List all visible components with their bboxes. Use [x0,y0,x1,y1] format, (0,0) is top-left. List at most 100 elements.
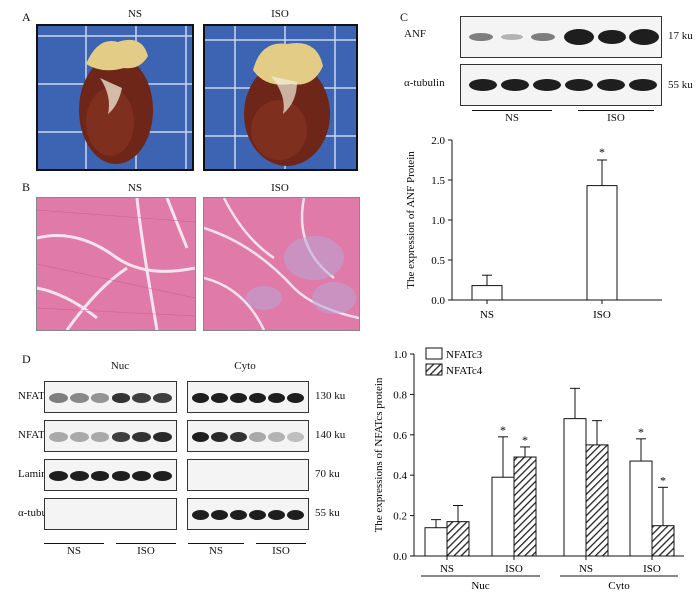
blot-band [287,432,304,442]
nfat-significance: * [660,473,666,487]
blot-band [211,510,228,520]
blot-d-cyto-1 [187,420,309,452]
blot-band [287,393,304,403]
blot-band [268,393,285,403]
nfat-group-label: Nuc [471,580,489,590]
blot-band [230,432,247,442]
nfat-bar-nfatc4 [446,521,470,557]
anf-y-tick-label: 0.0 [431,295,445,307]
blot-band [111,432,131,442]
blot-band [49,471,68,481]
blot-band [230,393,247,403]
blot-d-underline-2 [116,543,176,544]
blot-d-row-size-1: 140 ku [315,429,346,441]
blot-band [230,510,247,520]
blot-c-tubulin-name: α-tubulin [404,77,445,89]
blot-d-underline-4 [256,543,306,544]
blot-d-group-3: NS [208,545,224,557]
blot-band [49,432,68,442]
nfat-x-tick-label: ISO [643,563,661,575]
anf-y-label: The expression of ANF Protein [405,151,417,289]
panel-a-ns-label: NS [127,8,143,20]
blot-band [132,393,152,403]
blot-d-cyto-2 [187,459,309,491]
blot-band [249,393,266,403]
blot-band [69,471,89,481]
nfat-x-tick-label: NS [440,563,454,575]
nfat-bar-nfatc3 [424,527,448,557]
blot-d-underline-3 [188,543,244,544]
blot-band [49,393,68,403]
nfat-group-label: Cyto [608,580,630,590]
nfat-legend-swatch [425,363,443,376]
blot-d-nuc-0 [44,381,177,413]
blot-band [268,432,285,442]
blot-d-cyto-0 [187,381,309,413]
blot-d-nuc-3 [44,498,177,530]
blot-c-iso-label: ISO [607,112,625,124]
anf-x-tick-label: ISO [593,309,611,321]
nfat-legend-label: NFATc4 [446,365,483,377]
heart-photo-ns [36,24,194,171]
blot-band [249,432,266,442]
nfat-y-tick-label: 1.0 [393,349,407,361]
panel-a-iso-label: ISO [271,8,289,20]
nfat-significance: * [522,433,528,447]
histology-ns [36,197,196,331]
heart-photo-iso [203,24,358,171]
blot-band [111,393,131,403]
blot-band [153,432,172,442]
blot-d-group-2: ISO [137,545,155,557]
anf-y-tick-label: 0.5 [431,255,445,267]
blot-d-row-size-3: 55 ku [315,507,340,519]
blot-c-tubulin-size: 55 ku [668,79,693,91]
blot-c-tubulin [460,64,662,106]
anf-y-tick-label: 1.0 [431,215,445,227]
blot-d-row-size-0: 130 ku [315,390,346,402]
blot-c-ns-label: NS [504,112,520,124]
blot-band [211,393,228,403]
blot-band [192,393,209,403]
blot-band [90,393,110,403]
blot-band [153,393,172,403]
nfat-x-tick-label: ISO [505,563,523,575]
blot-band [268,510,285,520]
chart-anf-expression: 0.0 0.5 1.0 1.5 2.0 The expression of ANF Pro… [405,135,662,321]
anf-significance: * [599,145,605,159]
blot-c-anf [460,16,662,58]
blot-d-group-4: ISO [272,545,290,557]
nfat-y-label: The expressions of NFATcs protein [373,377,385,532]
panel-d-cyto-label: Cyto [234,360,256,372]
nfat-y-tick-label: 0.0 [393,551,407,563]
nfat-bar-nfatc4 [585,444,609,557]
anf-y-tick-label: 2.0 [431,135,445,147]
blot-d-row-size-2: 70 ku [315,468,340,480]
anf-y-tick-label: 1.5 [431,175,445,187]
blot-d-group-1: NS [66,545,82,557]
nfat-bar-nfatc3 [629,460,653,557]
nfat-legend-swatch [425,347,443,360]
blot-band [90,471,110,481]
nfat-bar-nfatc3 [563,418,587,557]
blot-c-anf-name: ANF [404,28,427,40]
blot-band [111,471,131,481]
blot-band [132,471,152,481]
blot-band [249,510,266,520]
blot-d-cyto-3 [187,498,309,530]
panel-b-iso-label: ISO [271,182,289,194]
anf-x-tick-label: NS [480,309,494,321]
panel-b-letter: B [22,180,31,194]
blot-band [153,471,172,481]
blot-d-nuc-2 [44,459,177,491]
blot-band [211,432,228,442]
blot-d-underline-1 [44,543,104,544]
nfat-bar-nfatc3 [491,476,515,557]
nfat-y-tick-label: 0.4 [393,470,407,482]
blot-band [90,432,110,442]
panel-a-letter: A [22,10,31,24]
nfat-bar-nfatc4 [651,525,675,557]
blot-c-ns-underline [472,110,552,111]
anf-bar-iso [586,185,618,301]
nfat-legend-label: NFATc3 [446,349,483,361]
nfat-y-tick-label: 0.6 [393,430,407,442]
